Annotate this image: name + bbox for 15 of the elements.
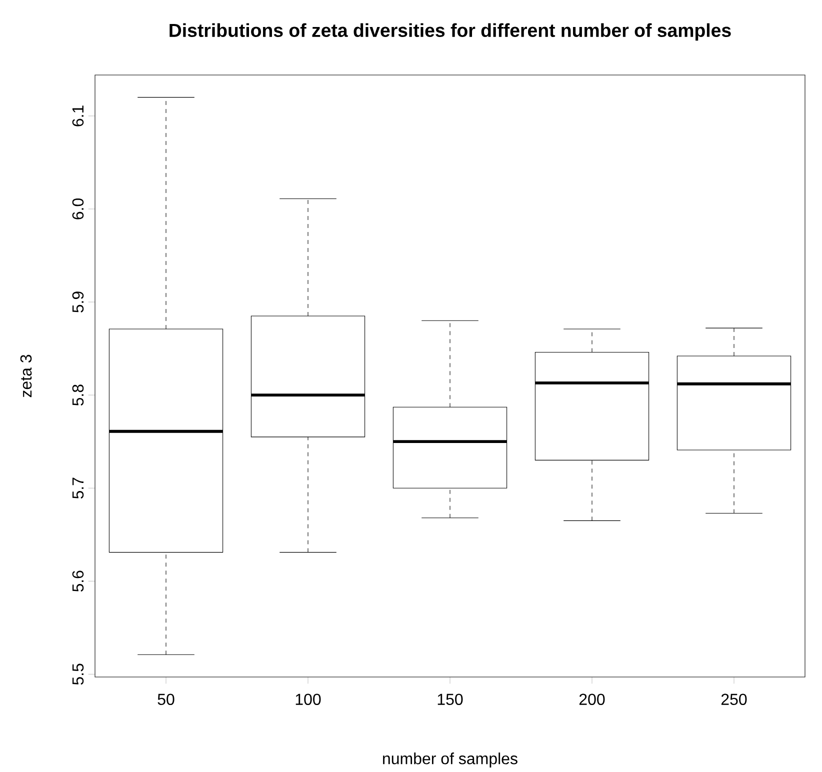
x-axis-title: number of samples bbox=[383, 752, 518, 768]
y-tick-label: 6.1 bbox=[72, 106, 84, 126]
x-tick-label: 200 bbox=[579, 694, 605, 706]
y-tick-label: 6.0 bbox=[72, 198, 84, 220]
x-tick-label: 50 bbox=[158, 694, 174, 706]
y-tick-label: 5.8 bbox=[72, 384, 84, 406]
x-tick-label: 250 bbox=[721, 694, 747, 706]
y-tick-label: 5.7 bbox=[72, 478, 84, 499]
y-axis-title: zeta 3 bbox=[20, 354, 32, 398]
y-tick-label: 5.9 bbox=[72, 292, 84, 313]
x-tick-label: 100 bbox=[296, 694, 321, 706]
x-tick-label: 150 bbox=[438, 694, 463, 706]
y-tick-label: 5.5 bbox=[72, 664, 84, 685]
chart-title: Distributions of zeta diversities for different number of samples bbox=[170, 23, 731, 41]
y-tick-label: 5.6 bbox=[72, 570, 84, 592]
